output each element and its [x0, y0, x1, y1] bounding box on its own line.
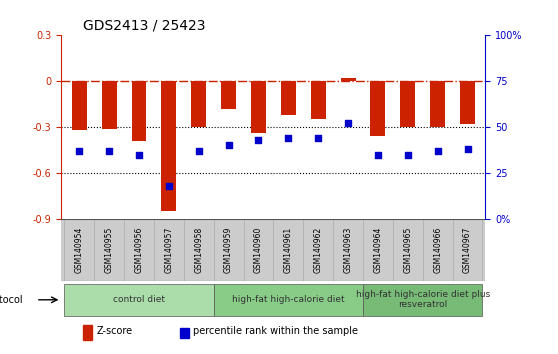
- Bar: [400, 81, 415, 127]
- Text: GSM140958: GSM140958: [194, 227, 203, 273]
- FancyBboxPatch shape: [64, 284, 214, 316]
- Text: GSM140962: GSM140962: [314, 227, 323, 273]
- Point: [165, 183, 174, 188]
- Point: [403, 152, 412, 157]
- Text: percentile rank within the sample: percentile rank within the sample: [193, 326, 358, 336]
- Point: [284, 135, 293, 141]
- Text: GSM140960: GSM140960: [254, 227, 263, 273]
- Text: high-fat high-calorie diet plus
resveratrol: high-fat high-calorie diet plus resverat…: [355, 290, 490, 309]
- Point: [105, 148, 114, 154]
- Bar: [132, 81, 147, 141]
- Point: [224, 143, 233, 148]
- Point: [344, 120, 353, 126]
- Text: GSM140961: GSM140961: [284, 227, 293, 273]
- Bar: [102, 81, 117, 129]
- Text: protocol: protocol: [0, 295, 23, 305]
- Bar: [311, 81, 326, 119]
- Text: GSM140963: GSM140963: [344, 227, 353, 273]
- Bar: [251, 81, 266, 133]
- Bar: [191, 81, 206, 127]
- Point: [314, 135, 323, 141]
- Bar: [430, 81, 445, 127]
- Text: Z-score: Z-score: [96, 326, 132, 336]
- Point: [373, 152, 382, 157]
- Text: GSM140957: GSM140957: [165, 227, 174, 273]
- Point: [75, 148, 84, 154]
- Bar: [371, 81, 386, 136]
- Bar: [161, 81, 176, 211]
- Point: [134, 152, 143, 157]
- Text: GDS2413 / 25423: GDS2413 / 25423: [83, 19, 205, 33]
- Bar: [221, 81, 236, 109]
- Point: [433, 148, 442, 154]
- Text: GSM140959: GSM140959: [224, 227, 233, 273]
- Text: GSM140966: GSM140966: [433, 227, 442, 273]
- Text: GSM140954: GSM140954: [75, 227, 84, 273]
- Text: GSM140965: GSM140965: [403, 227, 412, 273]
- Bar: [83, 325, 92, 340]
- FancyBboxPatch shape: [363, 284, 483, 316]
- Bar: [72, 81, 86, 130]
- Bar: [180, 327, 190, 338]
- Text: GSM140964: GSM140964: [373, 227, 382, 273]
- Point: [254, 137, 263, 143]
- Text: control diet: control diet: [113, 295, 165, 304]
- Text: high-fat high-calorie diet: high-fat high-calorie diet: [232, 295, 345, 304]
- Bar: [340, 78, 355, 81]
- Text: GSM140956: GSM140956: [134, 227, 143, 273]
- FancyBboxPatch shape: [214, 284, 363, 316]
- Point: [194, 148, 203, 154]
- Text: GSM140955: GSM140955: [105, 227, 114, 273]
- Text: GSM140967: GSM140967: [463, 227, 472, 273]
- Bar: [281, 81, 296, 115]
- Bar: [460, 81, 475, 124]
- Point: [463, 146, 472, 152]
